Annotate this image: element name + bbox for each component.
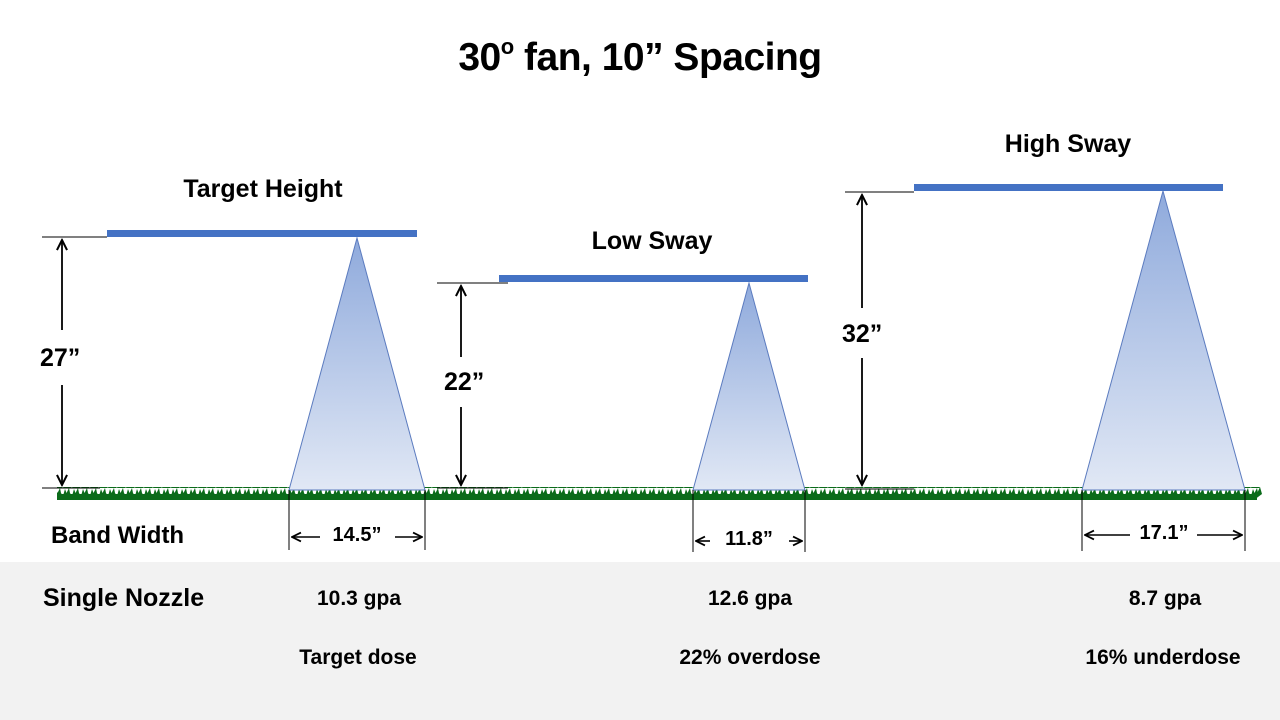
page-title: 30o fan, 10” Spacing: [0, 34, 1280, 80]
band-width-label: Band Width: [51, 522, 185, 549]
band-width-low-sway: 11.8”: [719, 528, 779, 551]
spray-fan-icon: [1081, 189, 1246, 491]
height-value-low-sway: 22”: [444, 368, 485, 396]
dose-low-sway: 22% overdose: [679, 646, 821, 669]
boom-bar-icon: [499, 275, 808, 282]
band-width-target: 14.5”: [326, 524, 388, 547]
degree-superscript: o: [500, 34, 514, 59]
scenario-target-height: [42, 230, 426, 550]
rate-low-sway: 12.6 gpa: [707, 587, 793, 610]
height-value-high-sway: 32”: [842, 320, 883, 348]
scenario-label-target: Target Height: [183, 175, 343, 203]
boom-bar-icon: [107, 230, 417, 237]
scenario-low-sway: [437, 275, 808, 552]
band-width-high-sway: 17.1”: [1133, 522, 1195, 545]
spray-fan-icon: [692, 281, 806, 491]
rate-high-sway: 8.7 gpa: [1128, 587, 1202, 610]
scenario-label-low-sway: Low Sway: [591, 227, 713, 255]
results-panel: [0, 562, 1280, 720]
single-nozzle-label: Single Nozzle: [43, 584, 205, 612]
boom-bar-icon: [914, 184, 1223, 191]
spray-fan-icon: [288, 236, 426, 491]
dose-target: Target dose: [299, 646, 417, 669]
title-suffix: fan, 10” Spacing: [513, 36, 822, 79]
title-prefix: 30: [458, 36, 501, 79]
dose-high-sway: 16% underdose: [1085, 646, 1241, 669]
scenario-label-high-sway: High Sway: [1004, 130, 1132, 158]
grass-ground-icon: [57, 487, 1262, 500]
rate-target: 10.3 gpa: [316, 587, 402, 610]
height-value-target: 27”: [40, 344, 81, 372]
scenario-high-sway: [845, 184, 1246, 551]
